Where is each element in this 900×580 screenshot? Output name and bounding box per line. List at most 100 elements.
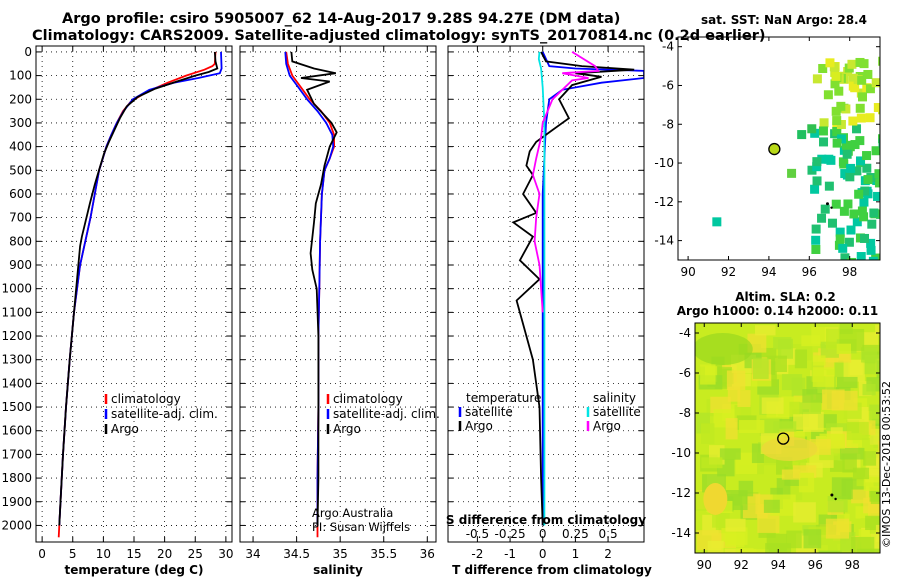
sst-pixel <box>824 181 834 191</box>
sst-pixel <box>855 103 865 113</box>
x-tick-label: 15 <box>126 547 141 561</box>
sst-pixel <box>871 78 880 88</box>
y-tick-label: 0 <box>24 45 32 59</box>
sst-pixel <box>834 86 844 96</box>
y-tick-label: 1700 <box>1 447 32 461</box>
sst-pixel <box>844 237 854 247</box>
sla-high <box>761 437 818 461</box>
sst-pixel <box>835 227 845 237</box>
y-tick-label: 400 <box>9 140 32 154</box>
sst-pixel <box>879 80 880 90</box>
sla-cell <box>856 548 880 553</box>
sst-pixel <box>817 213 827 223</box>
y-tick-label: 1500 <box>1 400 32 414</box>
sst-pixel <box>857 75 867 85</box>
legend-1-2-label: Argo <box>333 422 361 436</box>
map-x-tick-label: 98 <box>842 265 857 279</box>
map-y-tick-label: -10 <box>671 446 691 460</box>
sst-pixel <box>857 206 867 216</box>
sla-cell <box>739 420 765 434</box>
sst-pixel <box>820 204 830 214</box>
legend-temperature-title: temperature <box>466 391 541 405</box>
sst-pixel <box>845 172 855 182</box>
sst-pixel <box>868 256 878 260</box>
sla-cell <box>836 376 858 389</box>
sst-pixel <box>817 154 827 164</box>
y-tick-label: 1600 <box>1 424 32 438</box>
y-tick-label: 2000 <box>1 518 32 532</box>
x-tick-label: 2 <box>604 547 612 561</box>
profile-location-marker <box>777 432 790 445</box>
plot-frame <box>35 45 233 543</box>
sst-pixel <box>832 116 842 126</box>
sst-pixel <box>855 136 865 146</box>
sst-pixel <box>880 257 889 266</box>
sla-cell <box>839 323 853 335</box>
sst-pixel <box>855 57 865 67</box>
x-axis-label: temperature (deg C) <box>65 563 204 577</box>
y-tick-label: 800 <box>9 234 32 248</box>
sst-pixel <box>832 138 842 148</box>
map-y-tick-label: -4 <box>679 326 691 340</box>
legend-0-2-label: Argo <box>111 422 139 436</box>
sla-cell <box>831 390 858 411</box>
island-mark <box>834 497 837 501</box>
legend-t-argo-label: Argo <box>465 419 493 433</box>
plot-frame <box>239 45 437 543</box>
sst-pixel <box>810 128 820 138</box>
map-x-tick-label: 94 <box>771 558 786 572</box>
sst-pixel <box>712 217 722 227</box>
sla-cell <box>725 518 746 532</box>
sla-cell <box>875 324 880 336</box>
series-line-climatology <box>57 51 217 538</box>
y-tick-label: 1100 <box>1 305 32 319</box>
island-mark <box>825 202 829 206</box>
sst-pixel <box>818 64 828 74</box>
sst-pixel <box>845 142 855 152</box>
sst-pixel <box>824 154 834 164</box>
sla-cell <box>803 529 822 549</box>
sst-pixel <box>846 225 856 235</box>
map-field <box>712 56 889 266</box>
sla-cell <box>794 349 808 369</box>
x-tick-label: -2 <box>471 547 483 561</box>
sst-pixel <box>807 165 817 175</box>
sst-pixel <box>818 126 828 136</box>
s-tick-label: 0 <box>539 527 547 541</box>
sla-cell <box>813 355 826 366</box>
y-tick-label: 100 <box>9 69 32 83</box>
series-line-satellite-adj-clim- <box>284 51 335 526</box>
sst-pixel <box>880 183 889 192</box>
y-tick-label: 1300 <box>1 353 32 367</box>
sst-pixel <box>827 259 837 260</box>
map-field <box>695 323 880 553</box>
sla-cell <box>831 477 853 500</box>
sla-cell <box>863 451 877 466</box>
sla-cell <box>802 411 824 432</box>
sla-cell <box>708 552 732 553</box>
map-y-tick-label: -12 <box>654 195 674 209</box>
sla-cell <box>811 326 829 344</box>
sst-pixel <box>832 121 842 131</box>
x-axis-label: T difference from climatology <box>452 563 652 577</box>
sla-cell <box>700 423 715 444</box>
sst-pixel <box>878 177 880 187</box>
legend-s-argo-label: Argo <box>593 419 621 433</box>
series-line-salinity-satellite <box>537 51 546 526</box>
sla-cell <box>719 448 741 460</box>
sst-pixel <box>830 79 840 89</box>
sst-pixel <box>811 244 821 254</box>
sst-pixel <box>811 224 821 234</box>
sst-pixel <box>850 140 860 150</box>
sla-cell <box>712 513 726 528</box>
x-tick-label: 36 <box>420 547 435 561</box>
series-line-satellite-adj-clim- <box>58 51 223 526</box>
map-y-tick-label: -14 <box>654 234 674 248</box>
sst-pixel <box>859 197 869 207</box>
sst-pixel <box>836 119 846 129</box>
sla-cell <box>864 354 880 375</box>
sst-pixel <box>852 217 862 227</box>
legend-0-0-label: climatology <box>111 392 181 406</box>
x-tick-label: 0 <box>38 547 46 561</box>
